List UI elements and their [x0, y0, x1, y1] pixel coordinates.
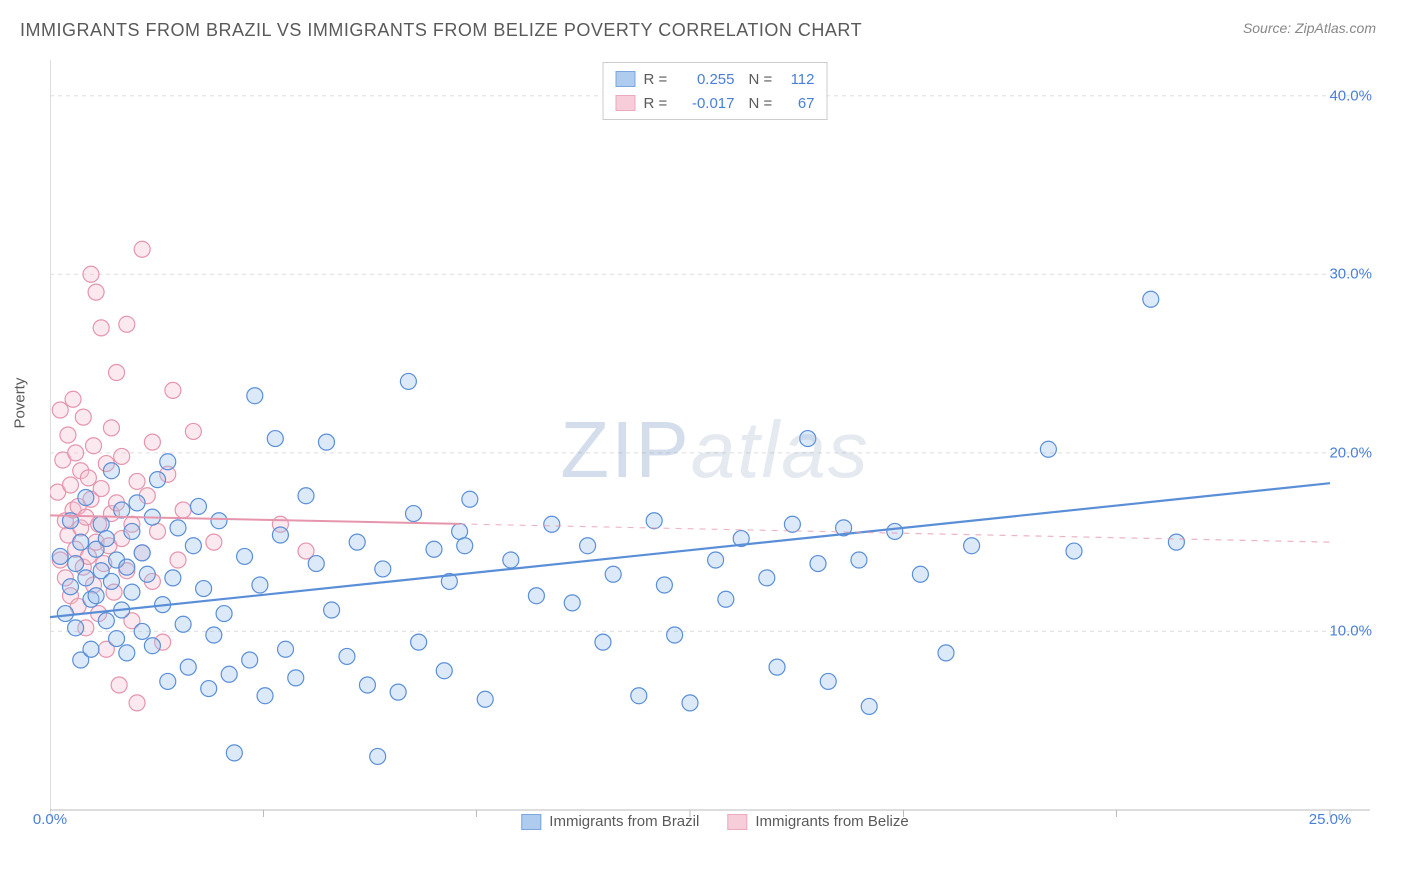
y-tick-label: 10.0%	[1329, 623, 1372, 640]
x-tick-label: 25.0%	[1309, 811, 1352, 828]
n-label-2: N =	[749, 95, 777, 112]
source-attribution: Source: ZipAtlas.com	[1243, 20, 1376, 36]
legend-row-series-1: R = 0.255 N = 112	[616, 67, 815, 91]
y-tick-label: 30.0%	[1329, 266, 1372, 283]
legend-swatch-1	[616, 71, 636, 87]
chart-title: IMMIGRANTS FROM BRAZIL VS IMMIGRANTS FRO…	[20, 20, 862, 41]
legend-item-1: Immigrants from Brazil	[521, 813, 699, 830]
legend-swatch-2	[616, 95, 636, 111]
legend-item-2: Immigrants from Belize	[727, 813, 908, 830]
scatter-plot-svg	[50, 60, 1380, 840]
correlation-legend: R = 0.255 N = 112 R = -0.017 N = 67	[603, 62, 828, 120]
n-label-1: N =	[749, 71, 777, 88]
y-tick-label: 20.0%	[1329, 444, 1372, 461]
legend-series-name-1: Immigrants from Brazil	[549, 813, 699, 830]
legend-series-name-2: Immigrants from Belize	[755, 813, 908, 830]
y-axis-label: Poverty	[12, 378, 29, 429]
y-tick-label: 40.0%	[1329, 87, 1372, 104]
r-value-1: 0.255	[680, 71, 735, 88]
x-tick-label: 0.0%	[33, 811, 67, 828]
legend-bottom-swatch-1	[521, 814, 541, 830]
r-label-2: R =	[644, 95, 672, 112]
series-legend: Immigrants from Brazil Immigrants from B…	[521, 813, 908, 830]
legend-row-series-2: R = -0.017 N = 67	[616, 91, 815, 115]
r-label-1: R =	[644, 71, 672, 88]
legend-bottom-swatch-2	[727, 814, 747, 830]
r-value-2: -0.017	[680, 95, 735, 112]
chart-plot-area: ZIPatlas R = 0.255 N = 112 R = -0.017 N …	[50, 60, 1380, 840]
n-value-2: 67	[785, 95, 815, 112]
n-value-1: 112	[785, 71, 815, 88]
